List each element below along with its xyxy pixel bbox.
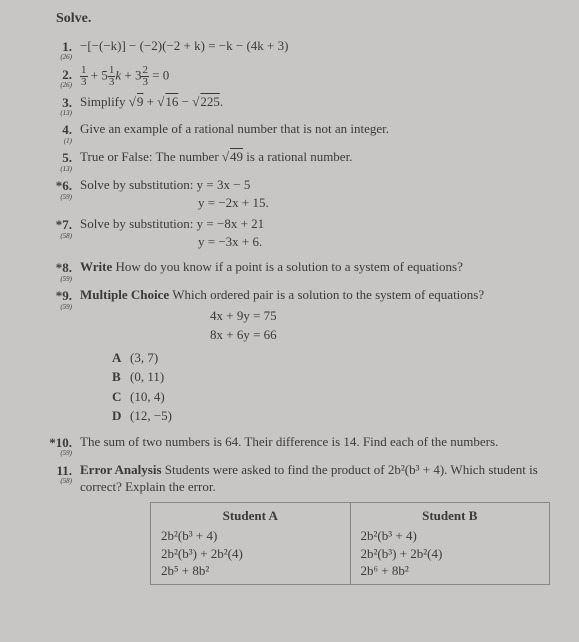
p10-body: The sum of two numbers is 64. Their diff… [76, 433, 555, 457]
p10-num: *10. [49, 435, 72, 450]
choice-b: B(0, 11) [112, 368, 555, 386]
p2-num: 2. [62, 67, 72, 82]
problem-10: *10.(59) The sum of two numbers is 64. T… [48, 433, 555, 457]
b1: 2b²(b³ + 4) [361, 527, 540, 545]
p6-l1: Solve by substitution: y = 3x − 5 [80, 176, 555, 194]
p7-l1: Solve by substitution: y = −8x + 21 [80, 215, 555, 233]
choice-a: A(3, 7) [112, 349, 555, 367]
p7-num: *7. [56, 217, 72, 232]
p6-body: Solve by substitution: y = 3x − 5 y = −2… [76, 176, 555, 211]
p8-sub: (59) [48, 276, 72, 282]
error-table: Student A 2b²(b³ + 4) 2b²(b³) + 2b²(4) 2… [150, 502, 550, 585]
p9-eq2: 8x + 6y = 66 [210, 325, 555, 345]
p4-sub: (1) [48, 138, 72, 144]
p5-num: 5. [62, 150, 72, 165]
p11-l2: correct? Explain the error. [80, 478, 555, 496]
p9-eq1: 4x + 9y = 75 [210, 306, 555, 326]
choice-a-text: (3, 7) [130, 349, 158, 367]
p1-num: 1. [62, 39, 72, 54]
p3-body: Simplify √9 + √16 − √225. [76, 93, 555, 117]
p6-num: *6. [56, 178, 72, 193]
p7-sub: (58) [48, 233, 72, 239]
p2-sub: (26) [48, 82, 72, 88]
choice-c: C(10, 4) [112, 388, 555, 406]
p9-text: Which ordered pair is a solution to the … [169, 287, 484, 302]
p7-body: Solve by substitution: y = −8x + 21 y = … [76, 215, 555, 250]
p9-num: *9. [56, 288, 72, 303]
p8-body: Write How do you know if a point is a so… [76, 258, 555, 282]
p4-num: 4. [62, 122, 72, 137]
problem-11: 11.(58) Error Analysis Students were ask… [48, 461, 555, 585]
p5-body: True or False: The number √49 is a ratio… [76, 148, 555, 172]
p6-sub: (59) [48, 194, 72, 200]
problem-2: 2.(26) 13 + 513k + 323 = 0 [48, 65, 555, 89]
p6-l2: y = −2x + 15. [198, 194, 555, 212]
p9-kw: Multiple Choice [80, 287, 169, 302]
col-b-head: Student B [361, 507, 540, 525]
p8-num: *8. [56, 260, 72, 275]
p10-sub: (59) [48, 450, 72, 456]
p11-num: 11. [56, 463, 72, 478]
choice-d-text: (12, −5) [130, 407, 172, 425]
choice-c-text: (10, 4) [130, 388, 165, 406]
problem-7: *7.(58) Solve by substitution: y = −8x +… [48, 215, 555, 250]
col-a-head: Student A [161, 507, 340, 525]
choice-d: D(12, −5) [112, 407, 555, 425]
p8-text: How do you know if a point is a solution… [112, 259, 463, 274]
a1: 2b²(b³ + 4) [161, 527, 340, 545]
p4-body: Give an example of a rational number tha… [76, 120, 555, 144]
p11-body: Error Analysis Students were asked to fi… [76, 461, 555, 585]
choice-b-text: (0, 11) [130, 368, 164, 386]
b2: 2b²(b³) + 2b²(4) [361, 545, 540, 563]
p3-num: 3. [62, 95, 72, 110]
p8-kw: Write [80, 259, 112, 274]
p5-sub: (13) [48, 166, 72, 172]
problem-1: 1.(26) −[−(−k)] − (−2)(−2 + k) = −k − (4… [48, 37, 555, 61]
p1-sub: (26) [48, 54, 72, 60]
p11-l1: Students were asked to find the product … [162, 462, 538, 477]
p9-sub: (59) [48, 304, 72, 310]
b3: 2b⁶ + 8b² [361, 562, 540, 580]
problem-4: 4.(1) Give an example of a rational numb… [48, 120, 555, 144]
p1-body: −[−(−k)] − (−2)(−2 + k) = −k − (4k + 3) [76, 37, 555, 61]
problem-9: *9.(59) Multiple Choice Which ordered pa… [48, 286, 555, 427]
p3-sub: (13) [48, 110, 72, 116]
p11-sub: (58) [48, 478, 72, 484]
p11-kw: Error Analysis [80, 462, 162, 477]
a2: 2b²(b³) + 2b²(4) [161, 545, 340, 563]
problem-5: 5.(13) True or False: The number √49 is … [48, 148, 555, 172]
problem-6: *6.(59) Solve by substitution: y = 3x − … [48, 176, 555, 211]
problem-3: 3.(13) Simplify √9 + √16 − √225. [48, 93, 555, 117]
problem-8: *8.(59) Write How do you know if a point… [48, 258, 555, 282]
p9-body: Multiple Choice Which ordered pair is a … [76, 286, 555, 427]
solve-header: Solve. [56, 10, 555, 29]
p7-l2: y = −3x + 6. [198, 233, 555, 251]
p2-body: 13 + 513k + 323 = 0 [76, 65, 555, 89]
a3: 2b⁵ + 8b² [161, 562, 340, 580]
